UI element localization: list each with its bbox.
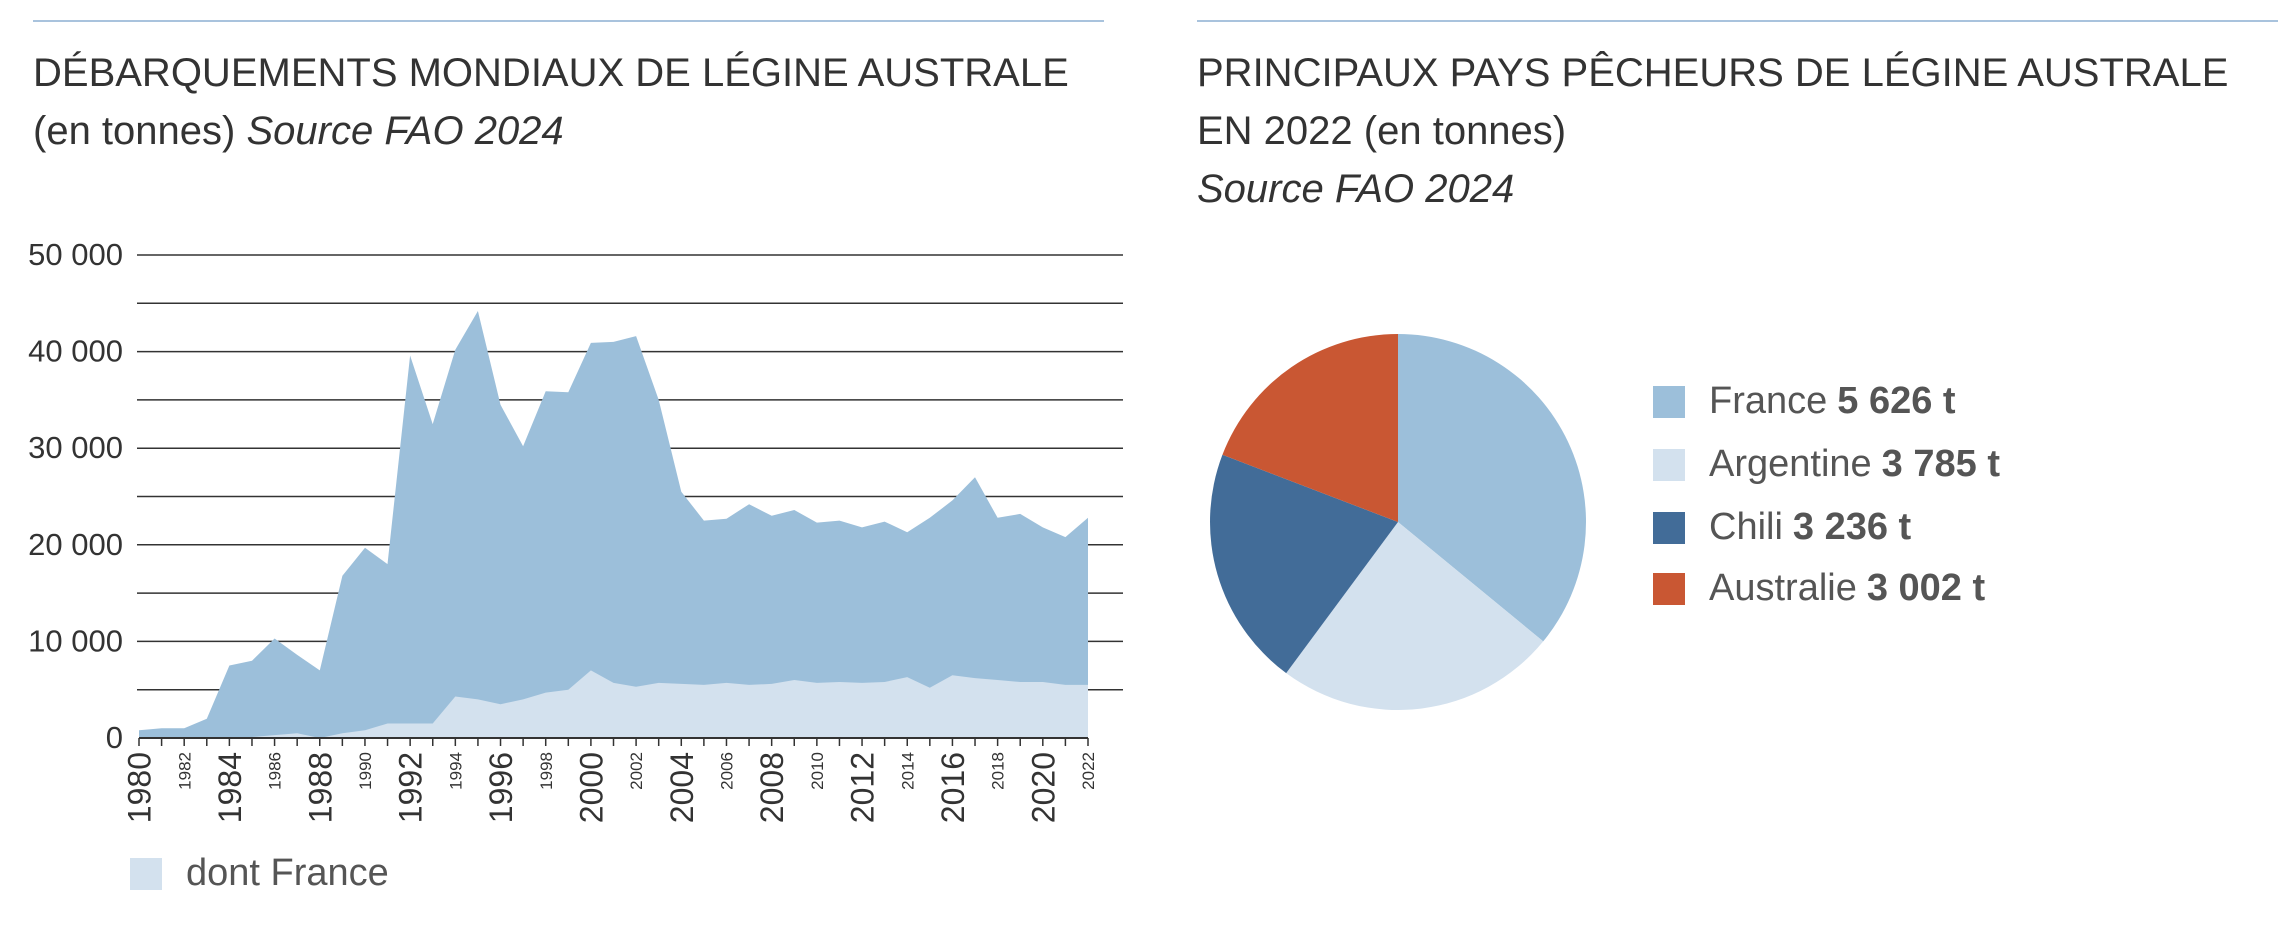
legend-country-label: France xyxy=(1709,380,1828,422)
top-rule xyxy=(1197,20,2278,22)
x-tick-label: 1998 xyxy=(537,752,556,790)
legend-swatch xyxy=(1653,572,1685,605)
legend-country-label: Chili xyxy=(1709,506,1783,548)
y-tick-label: 0 xyxy=(106,720,123,755)
x-tick-label: 2008 xyxy=(754,752,790,823)
series-area-world xyxy=(139,311,1088,738)
right-chart-panel: PRINCIPAUX PAYS PÊCHEURS DE LÉGINE AUSTR… xyxy=(1197,0,2278,952)
pie-title-line1: PRINCIPAUX PAYS PÊCHEURS DE LÉGINE AUSTR… xyxy=(1197,51,2229,95)
pie-legend-item-chili: Chili 3 236 t xyxy=(1653,506,1911,549)
top-rule xyxy=(33,20,1104,22)
pie-title-line2: EN 2022 (en tonnes) xyxy=(1197,109,1567,153)
legend-item-france-area: dont France xyxy=(130,852,389,895)
pie-title: PRINCIPAUX PAYS PÊCHEURS DE LÉGINE AUSTR… xyxy=(1197,44,2278,218)
x-tick-label: 2018 xyxy=(989,752,1008,790)
pie-slice-australie xyxy=(1222,334,1398,522)
pie-slice-chili xyxy=(1210,454,1398,674)
legend-value-label: 3 002 t xyxy=(1866,567,1986,609)
pie-chart xyxy=(1210,334,1586,710)
left-chart-panel: DÉBARQUEMENTS MONDIAUX DE LÉGINE AUSTRAL… xyxy=(28,0,1123,952)
legend-swatch xyxy=(1653,511,1685,544)
y-tick-label: 40 000 xyxy=(28,334,123,369)
pie-legend-item-argentine: Argentine 3 785 t xyxy=(1653,443,2000,486)
chart-title-unit: (en tonnes) xyxy=(33,109,236,153)
x-tick-label: 1996 xyxy=(483,752,519,823)
chart-title: DÉBARQUEMENTS MONDIAUX DE LÉGINE AUSTRAL… xyxy=(33,44,1104,160)
chart-source: Source FAO 2024 xyxy=(246,109,564,153)
x-tick-label: 2006 xyxy=(718,752,737,790)
legend-value-label: 5 626 t xyxy=(1837,380,1956,422)
pie-legend-item-australie: Australie 3 002 t xyxy=(1653,567,1985,610)
y-tick-label: 10 000 xyxy=(28,623,123,658)
x-tick-label: 2022 xyxy=(1079,752,1098,790)
y-tick-label: 50 000 xyxy=(28,237,123,272)
x-tick-label: 2020 xyxy=(1025,752,1061,823)
area-chart: 0 10 000 20 000 30 000 40 000 50 000 1980 1982 1… xyxy=(28,237,1123,823)
x-tick-label: 2016 xyxy=(935,752,971,823)
x-tick-label: 2014 xyxy=(898,752,917,790)
x-tick-label: 1984 xyxy=(212,752,248,823)
pie-legend-item-france: France 5 626 t xyxy=(1653,380,1956,423)
x-tick-label: 1982 xyxy=(175,752,194,790)
chart-title-line1: DÉBARQUEMENTS MONDIAUX DE LÉGINE AUSTRAL… xyxy=(33,51,1069,95)
y-tick-label: 20 000 xyxy=(28,527,123,562)
series-area-france xyxy=(139,670,1088,738)
legend-country-label: Australie xyxy=(1709,567,1857,609)
x-tick-label: 2000 xyxy=(573,752,609,823)
x-tick-label: 1992 xyxy=(393,752,429,823)
pie-source: Source FAO 2024 xyxy=(1197,167,1515,211)
x-tick-label: 2004 xyxy=(664,752,700,823)
x-tick-label: 1988 xyxy=(302,752,338,823)
chart-title-line2: (en tonnes) Source FAO 2024 xyxy=(33,102,1104,160)
pie-slice-france xyxy=(1398,334,1586,642)
legend-label: dont France xyxy=(186,852,389,894)
x-tick-label: 2012 xyxy=(845,752,881,823)
y-tick-label: 30 000 xyxy=(28,430,123,465)
x-tick-label: 1980 xyxy=(122,752,158,823)
x-tick-label: 2002 xyxy=(627,752,646,790)
pie-slice-argentine xyxy=(1286,522,1544,710)
x-tick-label: 1990 xyxy=(356,752,375,790)
x-tick-label: 2010 xyxy=(808,752,827,790)
legend-value-label: 3 236 t xyxy=(1792,506,1912,548)
legend-swatch xyxy=(1653,385,1685,418)
legend-swatch xyxy=(1653,448,1685,481)
x-tick-label: 1986 xyxy=(266,752,285,790)
x-tick-label: 1994 xyxy=(446,752,465,790)
legend-country-label: Argentine xyxy=(1709,443,1872,485)
legend-swatch xyxy=(130,857,162,890)
legend-value-label: 3 785 t xyxy=(1881,443,2000,485)
